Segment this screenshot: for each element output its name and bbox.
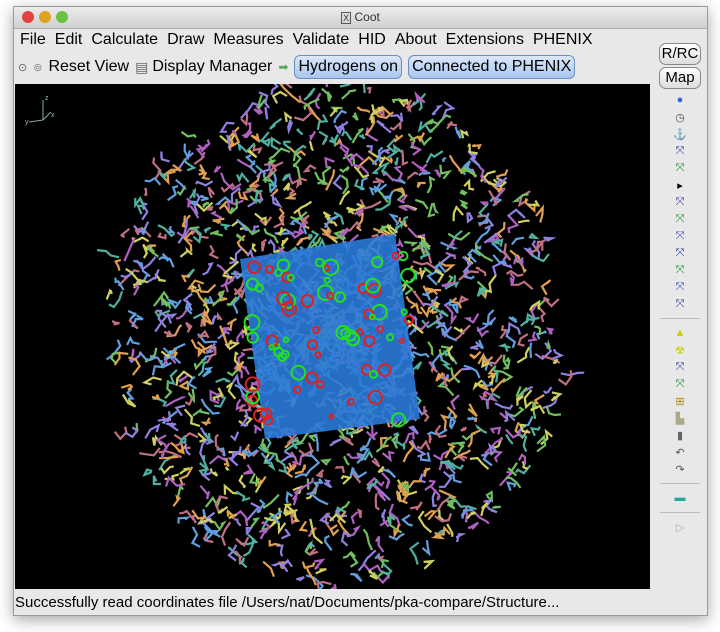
reset-view-button[interactable]: Reset View (48, 58, 129, 76)
toolbar: ⊙ ⊚ Reset View ▤ Display Manager ➡ Hydrog… (18, 55, 576, 79)
side-chain-icon[interactable]: ⤧ (675, 280, 685, 293)
axis-z-label: z (45, 95, 49, 102)
axis-x-label: x (51, 112, 55, 119)
hydrogens-icon: ➡ (278, 60, 289, 74)
menu-validate[interactable]: Validate (292, 31, 350, 48)
add-terminal-icon[interactable]: ⤧ (675, 377, 685, 390)
delete-icon[interactable]: ▮ (676, 429, 684, 442)
menu-calculate[interactable]: Calculate (91, 31, 159, 48)
radiation-icon[interactable]: ☢ (675, 344, 685, 357)
x11-icon: X (341, 12, 352, 24)
menu-extensions[interactable]: Extensions (445, 31, 524, 48)
back-icon[interactable]: ⊙ (18, 61, 28, 74)
molecule-graphics-canvas[interactable]: z x y (15, 69, 650, 592)
display-manager-icon: ▤ (135, 58, 149, 75)
stop-icon[interactable]: ⊚ (33, 61, 43, 74)
phenix-connection-button[interactable]: Connected to PHENIX (408, 55, 576, 79)
edit-chi-icon[interactable]: ⤧ (675, 297, 685, 310)
rotamer-icon[interactable]: ⤧ (675, 229, 685, 242)
display-manager-label: Display Manager (152, 58, 273, 75)
stamp-icon[interactable]: ▙ (675, 412, 685, 425)
menu-draw[interactable]: Draw (167, 31, 205, 48)
sphere-icon[interactable]: ● (676, 94, 684, 106)
menu-edit[interactable]: Edit (54, 31, 83, 48)
flag-icon[interactable]: ▬ (674, 492, 686, 504)
rigid-body-icon[interactable]: ⤧ (675, 195, 685, 208)
map-button[interactable]: Map (659, 67, 701, 89)
status-bar: Successfully read coordinates file /User… (15, 594, 560, 611)
coot-window: X Coot File Edit Calculate Draw Measures Vali… (13, 6, 708, 616)
axes-indicator: z x y (25, 95, 55, 126)
separator (660, 318, 700, 319)
menu-measures[interactable]: Measures (213, 31, 284, 48)
close-button[interactable] (22, 11, 34, 23)
window-title: Coot (354, 10, 380, 24)
minimize-button[interactable] (39, 11, 51, 23)
add-residue-icon[interactable]: ⤧ (675, 212, 685, 225)
zoom-button[interactable] (56, 11, 68, 23)
add-atom-icon[interactable]: ⤧ (675, 360, 685, 373)
menu-hid[interactable]: HID (358, 31, 386, 48)
torsion-icon[interactable]: ⤧ (675, 246, 685, 259)
separator (660, 483, 700, 484)
refine-icon[interactable]: ⤧ (675, 144, 685, 157)
flip-icon[interactable]: ⤧ (675, 263, 685, 276)
menu-file[interactable]: File (20, 31, 46, 48)
undo-icon[interactable]: ↶ (675, 446, 685, 459)
bond-icon[interactable]: ▲ (674, 327, 686, 339)
hydrogens-toggle[interactable]: Hydrogens on (294, 55, 403, 79)
axis-y-label: y (25, 119, 29, 126)
title-bar: X Coot (14, 7, 707, 29)
molecule-drawing: z x y (25, 69, 585, 592)
redo-icon[interactable]: ↷ (675, 463, 685, 476)
clock-icon[interactable]: ◷ (675, 111, 685, 124)
reset-view-label: Reset View (48, 58, 130, 75)
arrow-right-icon[interactable]: ▸ (677, 179, 683, 192)
regularize-icon[interactable]: ⤧ (675, 161, 685, 174)
electron-density-map (240, 234, 420, 439)
menu-bar: File Edit Calculate Draw Measures Validate HID… (20, 29, 593, 51)
rrc-button[interactable]: R/RC (659, 43, 701, 65)
separator (660, 512, 700, 513)
add-alt-conf-icon[interactable]: ⊞ (675, 395, 685, 408)
display-manager-button[interactable]: ▤ Display Manager (135, 58, 272, 76)
play-icon[interactable]: ▷ (675, 521, 685, 534)
menu-about[interactable]: About (394, 31, 437, 48)
difference-density (243, 250, 416, 428)
side-toolbar: R/RC Map ● ◷ ⚓ ⤧ ⤧ ▸ ⤧ ⤧ ⤧ ⤧ ⤧ ⤧ ⤧ ▲ ☢ ⤧ ⤧ ⊞ ▙ ▮ ↶ ↷ ▬ ▷ (654, 41, 706, 615)
menu-phenix[interactable]: PHENIX (532, 31, 593, 48)
anchor-icon[interactable]: ⚓ (673, 128, 687, 141)
